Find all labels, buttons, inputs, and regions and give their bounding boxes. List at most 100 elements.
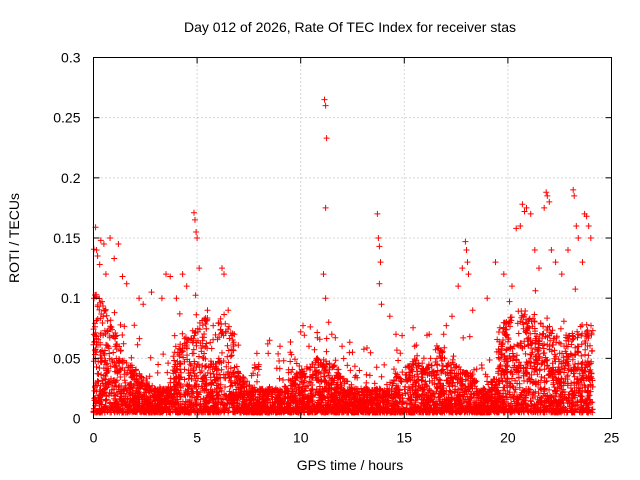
data-point xyxy=(527,210,534,217)
data-point xyxy=(194,235,201,241)
data-point xyxy=(140,301,147,308)
data-point xyxy=(325,319,332,326)
data-point xyxy=(93,247,100,253)
data-point xyxy=(521,208,528,215)
data-point xyxy=(183,283,190,290)
x-tick-label: 10 xyxy=(293,430,309,446)
data-point xyxy=(517,223,524,229)
data-point xyxy=(339,343,346,350)
data-point xyxy=(266,337,273,344)
data-point xyxy=(115,241,122,247)
data-point xyxy=(100,241,107,247)
data-point xyxy=(536,265,542,272)
data-point xyxy=(231,331,238,338)
data-point xyxy=(579,259,586,266)
data-point xyxy=(136,295,143,302)
y-tick-label: 0.15 xyxy=(53,230,80,246)
data-point xyxy=(192,216,198,223)
dense-point-cloud xyxy=(90,246,596,416)
data-point xyxy=(219,265,225,272)
data-point xyxy=(519,201,526,208)
data-point xyxy=(297,328,304,335)
data-point xyxy=(484,295,491,302)
data-point xyxy=(277,343,283,350)
data-point xyxy=(587,235,594,241)
data-point xyxy=(97,237,104,244)
x-tick-label: 20 xyxy=(500,430,516,446)
data-point xyxy=(426,331,433,338)
data-point xyxy=(287,349,294,356)
data-point xyxy=(322,102,329,109)
data-point xyxy=(465,271,472,278)
data-point xyxy=(459,265,466,272)
data-point xyxy=(523,204,530,211)
data-point xyxy=(163,271,169,278)
data-point xyxy=(322,204,329,211)
data-point xyxy=(314,355,321,362)
data-point xyxy=(463,247,470,253)
data-point xyxy=(546,198,553,205)
data-point xyxy=(148,289,155,296)
data-point xyxy=(585,223,592,229)
data-points xyxy=(92,96,594,362)
data-point xyxy=(464,259,471,266)
data-point xyxy=(167,273,174,280)
data-point xyxy=(376,243,383,250)
data-point xyxy=(543,189,550,196)
data-point xyxy=(565,247,571,253)
y-tick-label: 0.25 xyxy=(53,110,80,126)
data-point xyxy=(378,301,385,308)
y-axis-label: ROTI / TECUs xyxy=(6,193,22,283)
x-axis-label: GPS time / hours xyxy=(297,457,404,473)
x-tick-label: 15 xyxy=(397,430,413,446)
data-point xyxy=(492,259,499,266)
data-point xyxy=(455,283,462,290)
data-point xyxy=(204,307,211,314)
data-point xyxy=(322,295,329,302)
grid-lines xyxy=(93,57,612,419)
data-point xyxy=(323,135,330,142)
data-point xyxy=(571,192,578,199)
y-tick-label: 0.3 xyxy=(61,50,81,66)
data-point xyxy=(111,255,118,262)
data-point xyxy=(107,235,114,241)
data-point xyxy=(440,331,447,338)
data-point xyxy=(375,235,382,241)
data-point xyxy=(513,225,520,232)
data-point xyxy=(102,271,109,278)
data-point xyxy=(123,280,130,287)
data-point xyxy=(386,313,393,320)
data-point xyxy=(193,229,200,235)
data-point xyxy=(449,313,455,320)
data-point xyxy=(393,331,399,338)
chart-title: Day 012 of 2026, Rate Of TEC Index for r… xyxy=(184,19,516,35)
data-point xyxy=(583,213,590,220)
data-point xyxy=(575,235,582,241)
x-tick-label: 0 xyxy=(90,430,98,446)
data-point xyxy=(158,295,165,302)
data-point xyxy=(544,192,551,199)
data-point xyxy=(531,247,538,253)
data-point xyxy=(225,307,232,314)
dense-data-cloud xyxy=(90,246,596,416)
data-point xyxy=(173,295,180,302)
data-point xyxy=(349,349,356,356)
data-point xyxy=(96,261,103,268)
axis-ticks: 0 5 10 15 20 25 0 0.05 0.1 0.15 0.2 0.25 0.3 xyxy=(53,50,619,446)
y-tick-label: 0.05 xyxy=(53,350,80,366)
data-point xyxy=(321,96,328,103)
y-tick-label: 0.2 xyxy=(61,170,81,186)
data-point xyxy=(376,280,383,287)
data-point xyxy=(558,271,565,278)
data-point xyxy=(377,259,384,266)
data-point xyxy=(320,271,327,278)
x-tick-label: 25 xyxy=(604,430,620,446)
data-point xyxy=(306,343,312,350)
data-point xyxy=(469,307,476,314)
data-point xyxy=(191,209,197,216)
data-point xyxy=(500,271,507,278)
data-point xyxy=(548,247,555,253)
data-point xyxy=(541,204,548,211)
data-point xyxy=(328,331,335,338)
